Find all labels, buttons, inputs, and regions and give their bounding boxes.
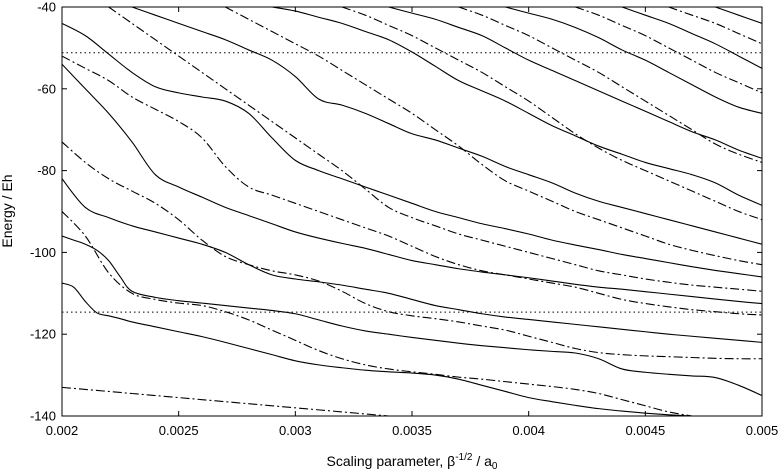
plot-area <box>62 7 762 416</box>
dashdot-curve-16 <box>108 7 762 292</box>
dashdot-curve-15 <box>62 55 762 316</box>
y-tick-label: -100 <box>30 245 56 260</box>
dashdot-curve-13 <box>62 211 696 416</box>
x-tick-label: 0.004 <box>512 423 545 438</box>
dashdot-curve-19 <box>458 7 762 163</box>
solid-curve-3 <box>62 178 762 343</box>
dashdot-curve-21 <box>668 7 762 45</box>
dashdot-curve-18 <box>341 7 762 221</box>
solid-curve-11 <box>715 7 762 24</box>
y-axis-label: Energy / Eh <box>0 174 15 247</box>
y-tick-label: -80 <box>37 163 56 178</box>
x-tick-label: 0.0025 <box>159 423 199 438</box>
solid-curve-7 <box>271 7 762 206</box>
y-tick-label: -140 <box>30 409 56 424</box>
x-axis-label: Scaling parameter, β-1/2 / a0 <box>327 452 498 471</box>
dashdot-curve-20 <box>575 7 762 94</box>
solid-curve-10 <box>621 7 762 69</box>
dashdot-curve-17 <box>225 7 762 266</box>
solid-curve-6 <box>131 7 762 245</box>
solid-curve-4 <box>62 63 762 305</box>
x-tick-label: 0.003 <box>279 423 312 438</box>
y-tick-label: -120 <box>30 327 56 342</box>
x-tick-label: 0.005 <box>746 423 779 438</box>
x-tick-label: 0.0045 <box>625 423 665 438</box>
dashdot-curve-12 <box>62 386 395 416</box>
y-tick-label: -40 <box>37 0 56 15</box>
solid-curve-9 <box>505 7 762 114</box>
y-tick-label: -60 <box>37 81 56 96</box>
x-tick-label: 0.002 <box>46 423 79 438</box>
dashdot-curve-14 <box>62 141 762 360</box>
axis-ticks: 0.002 0.0025 0.003 0.0035 0.004 0.0045 0.005 -1… <box>30 0 778 438</box>
solid-curve-2 <box>62 235 762 397</box>
x-tick-label: 0.0035 <box>392 423 432 438</box>
solid-curve-5 <box>62 22 762 278</box>
solid-curve-1 <box>62 282 703 416</box>
